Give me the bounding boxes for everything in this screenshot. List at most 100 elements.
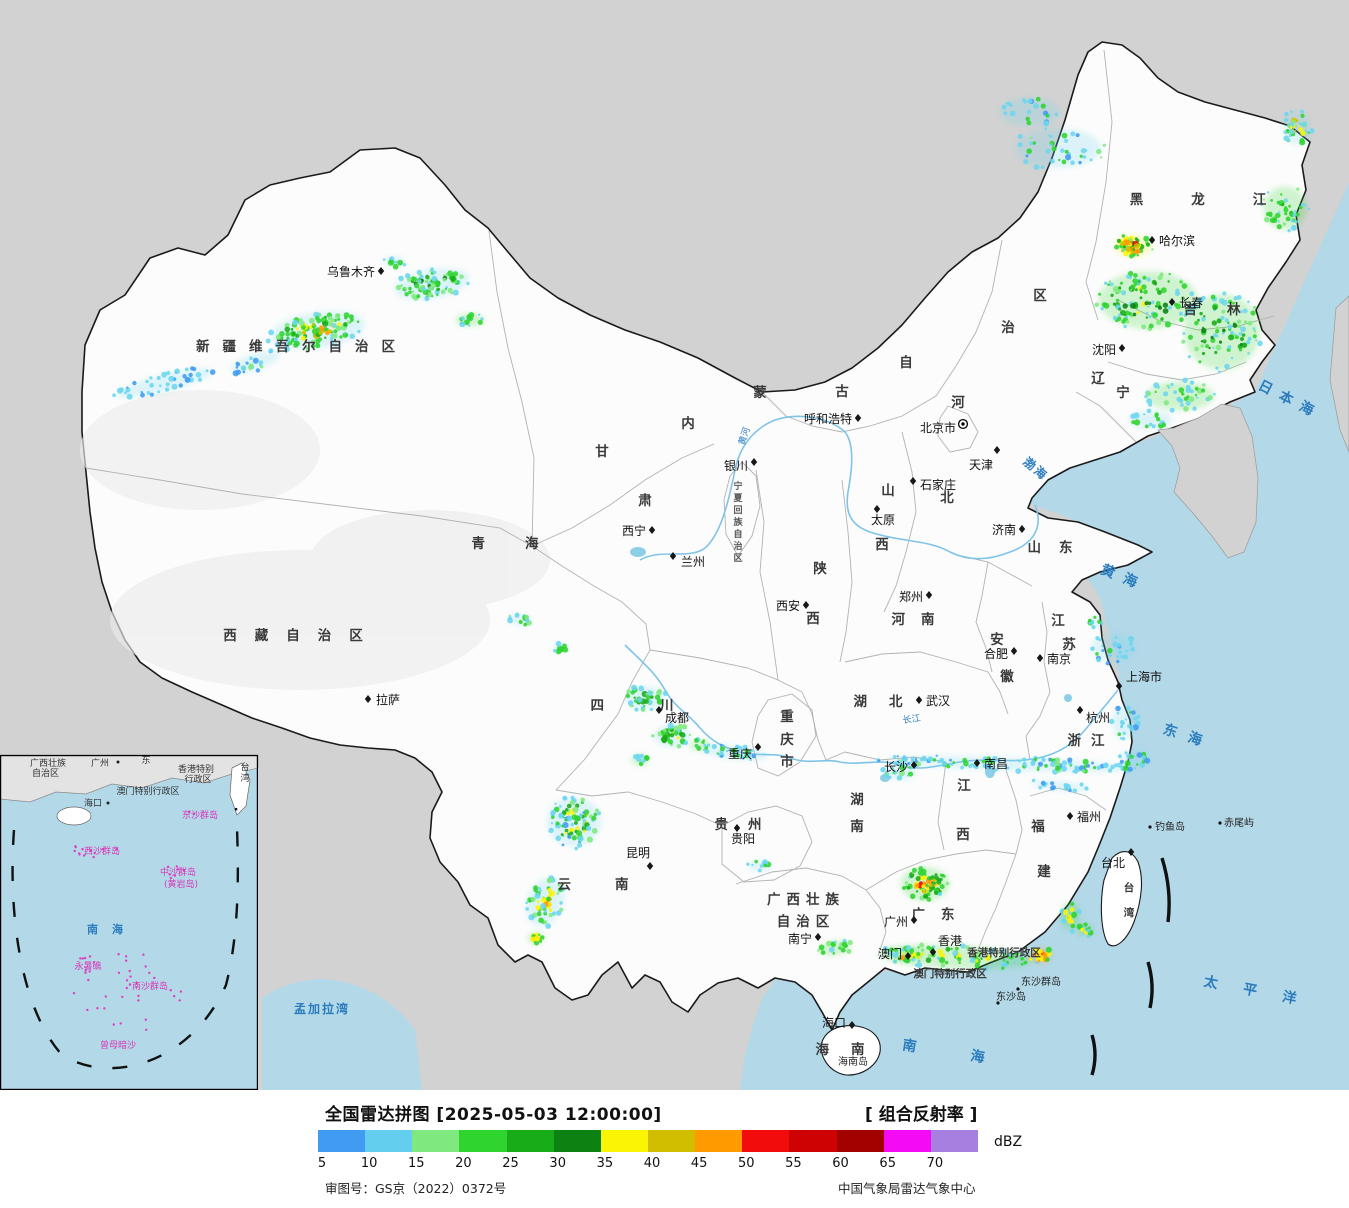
city-marker (646, 862, 654, 870)
echo-cluster (887, 945, 923, 964)
unit-label: dBZ (994, 1134, 1023, 1150)
city-marker (1168, 298, 1176, 306)
echo-cluster (552, 640, 569, 655)
inset-reef-dot (104, 995, 108, 998)
echo-cluster (1181, 291, 1263, 374)
echo-cluster (507, 612, 532, 627)
city-marker (904, 952, 912, 960)
island-dot (996, 1001, 1000, 1005)
echo-cluster (1128, 408, 1172, 429)
taiwan-island (1100, 851, 1143, 947)
colorbar-tick: 15 (408, 1156, 425, 1171)
colorbar-cell (930, 1130, 978, 1152)
radar-map-area: 新疆维吾尔自治区 西藏自治区 青海甘肃内蒙古自治区黑龙江 吉林辽宁河北山西山东 河南陕西… (0, 0, 1349, 1090)
inset-reef-dot (125, 979, 129, 982)
colorbar-cell (318, 1130, 366, 1152)
inset-reef-dot (145, 1028, 148, 1032)
city-marker (993, 446, 1001, 454)
credit-label: 中国气象局雷达气象中心 (838, 1181, 976, 1196)
city-marker (1118, 344, 1126, 352)
inset-reef-dot (121, 995, 124, 999)
city-marker (1066, 812, 1074, 820)
inset-reef-dot (144, 965, 147, 968)
city-marker (1115, 682, 1123, 690)
product-name: [ 组合反射率 ] (865, 1105, 978, 1125)
inset-reef-dot (103, 1007, 106, 1010)
colorbar-tick: 20 (455, 1156, 472, 1171)
inset-reef-dot (168, 873, 171, 876)
inset-reef-dot (79, 957, 82, 960)
island-dot (1016, 987, 1020, 991)
city-marker (1018, 525, 1026, 533)
echo-cluster (382, 256, 407, 270)
inset-reef-dot (169, 989, 172, 992)
echo-cluster (525, 875, 566, 929)
city-marker (655, 706, 663, 714)
echo-cluster (1087, 615, 1107, 630)
inset-city-dot (106, 801, 110, 805)
inset-reef-dot (188, 811, 191, 814)
inset-reef-dot (88, 970, 91, 973)
sea-bay-of-bengal (262, 979, 422, 1090)
capital-marker (957, 418, 969, 430)
colorbar-tick: 25 (502, 1156, 519, 1171)
city-marker (910, 761, 918, 769)
city-marker (648, 526, 656, 534)
city-marker (377, 267, 385, 275)
inset-reef-dot (81, 957, 84, 960)
echo-cluster (1114, 234, 1154, 259)
inset-city-dot (116, 760, 120, 764)
inset-reef-dot (128, 969, 131, 973)
echo-cluster (625, 684, 669, 712)
city-marker (1127, 848, 1135, 856)
inset-reef-dot (173, 874, 177, 877)
colorbar-cell (836, 1130, 884, 1152)
colorbar-cell (412, 1130, 460, 1152)
inset-reef-dot (72, 992, 76, 995)
echo-cluster (527, 931, 545, 946)
inset-hainan (56, 806, 92, 826)
colorbar-tick: 35 (596, 1156, 614, 1171)
inset-reef-dot (128, 983, 132, 986)
city-marker (910, 916, 918, 924)
province-borders (85, 49, 1275, 957)
inset-reef-dot (192, 812, 196, 815)
inset-island-dots (72, 760, 196, 1032)
echo-cluster (876, 754, 1137, 775)
colorbar-tick: 70 (926, 1156, 944, 1171)
echo-cluster (1094, 270, 1203, 332)
inset-reef-dot (166, 865, 170, 869)
city-marker (733, 824, 741, 832)
echo-cluster (455, 312, 485, 328)
inset-reef-dot (101, 848, 105, 851)
inset-reef-dot (176, 868, 180, 871)
city-marker (814, 933, 822, 941)
inset-reef-dot (125, 986, 128, 990)
echo-cluster (1109, 704, 1141, 741)
colorbar-cell (365, 1130, 413, 1152)
inset-reef-dot (129, 975, 132, 978)
inset-reef-dot (182, 868, 186, 872)
inset-reef-dot (119, 1022, 122, 1025)
china-outline (81, 41, 1311, 1031)
colorbar-tick: 5 (317, 1156, 327, 1171)
inset-reef-dot (125, 959, 128, 962)
inset-taiwan (229, 762, 251, 816)
inset-reef-dot (115, 847, 118, 851)
inset-reef-dot (135, 982, 138, 985)
city-marker (364, 695, 372, 703)
inset-reef-dot (96, 1007, 99, 1010)
echo-cluster (1076, 922, 1094, 938)
echo-cluster (1014, 127, 1106, 171)
echo-cluster (230, 348, 280, 377)
echo-cluster (1283, 109, 1315, 146)
inset-reef-dot (179, 990, 183, 993)
terrain-shading (80, 390, 550, 690)
inset-reef-dot (92, 855, 95, 859)
inset-dash-line (11, 807, 240, 1070)
colorbar-cell (506, 1130, 554, 1152)
inset-reef-dot (178, 999, 181, 1002)
colorbar-cell (883, 1130, 931, 1152)
legend-panel: 全国雷达拼图 [2025-05-03 12:00:00] [ 组合反射率 ] d… (0, 1090, 1349, 1208)
colorbar-tick: 50 (738, 1156, 755, 1171)
